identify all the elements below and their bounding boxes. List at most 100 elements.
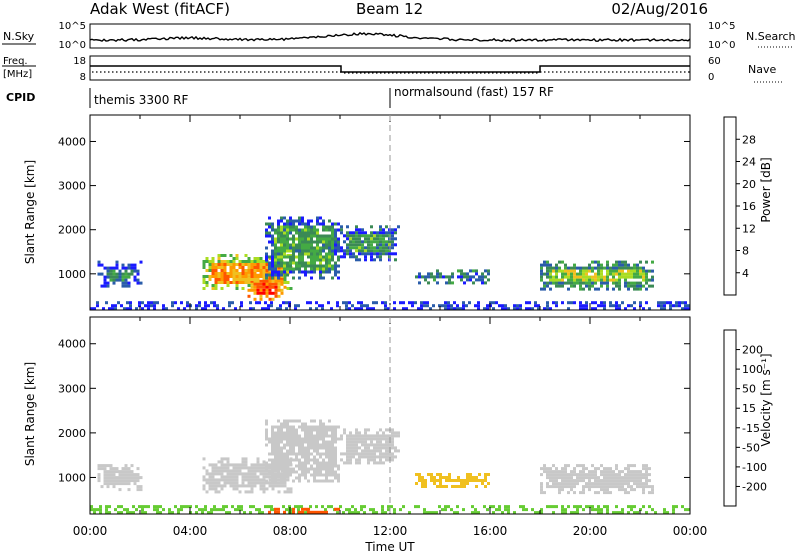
velocity-cell — [304, 507, 307, 511]
velocity-cell — [210, 511, 213, 515]
power-cell — [639, 269, 642, 273]
power-cell — [606, 281, 609, 285]
power-cell — [597, 266, 600, 270]
power-cell — [277, 288, 281, 292]
power-cell — [274, 291, 278, 295]
velocity-cell — [307, 428, 310, 432]
power-cell — [543, 307, 546, 311]
power-cell — [271, 270, 274, 274]
power-cell — [307, 270, 310, 274]
velocity-cell — [328, 458, 331, 462]
power-cell — [370, 246, 373, 250]
power-cell — [555, 266, 558, 270]
velocity-cell — [349, 458, 352, 462]
power-cell — [162, 304, 165, 308]
power-cell — [129, 301, 132, 305]
power-cell — [310, 243, 313, 247]
velocity-cell — [280, 484, 284, 488]
velocity-cell — [286, 434, 289, 438]
power-cell — [328, 243, 331, 247]
power-cell — [364, 246, 367, 250]
velocity-cell — [247, 472, 251, 476]
velocity-cell — [334, 437, 337, 441]
velocity-cell — [606, 479, 609, 483]
velocity-cell — [256, 466, 260, 470]
velocity-cell — [283, 470, 286, 474]
velocity-cell — [591, 508, 594, 512]
power-cell — [289, 243, 292, 247]
power-cell — [226, 281, 230, 284]
power-cell — [274, 267, 277, 271]
velocity-cell — [109, 479, 113, 483]
power-cell — [325, 252, 328, 256]
velocity-cell — [334, 455, 337, 459]
power-cell — [289, 249, 292, 253]
power-cell — [186, 301, 189, 305]
power-cell — [384, 304, 387, 308]
velocity-cell — [367, 437, 370, 441]
velocity-cell — [561, 473, 564, 477]
power-cell — [265, 282, 269, 286]
velocity-cell — [334, 473, 337, 477]
power-cell — [247, 276, 251, 280]
power-cell — [274, 278, 278, 281]
power-cell — [319, 216, 322, 220]
velocity-cell — [555, 470, 558, 474]
power-cell — [265, 263, 269, 266]
velocity-cell — [301, 443, 304, 447]
power-cell — [573, 284, 576, 288]
velocity-cell — [436, 473, 439, 476]
power-cell — [358, 246, 361, 250]
power-cell — [283, 252, 286, 256]
power-cell — [216, 304, 219, 308]
velocity-cell — [277, 467, 280, 471]
power-cell — [307, 249, 310, 253]
power-cell — [346, 249, 349, 253]
power-cell — [126, 307, 129, 311]
velocity-cell — [564, 508, 567, 512]
power-cell — [636, 263, 639, 267]
velocity-cell — [579, 491, 582, 495]
velocity-cell — [220, 472, 224, 476]
power-cell — [325, 264, 328, 268]
velocity-cell — [274, 476, 277, 480]
velocity-cell — [247, 490, 251, 494]
velocity-cell — [274, 510, 277, 514]
power-cell — [295, 246, 298, 250]
velocity-cell — [463, 479, 466, 482]
power-cell — [349, 246, 352, 250]
velocity-cell — [648, 473, 651, 477]
velocity-cell — [471, 511, 474, 515]
velocity-cell — [334, 449, 337, 453]
power-cell — [247, 279, 251, 283]
velocity-cell — [615, 464, 618, 468]
power-cell — [286, 255, 289, 259]
power-cell — [358, 252, 361, 256]
power-cell — [319, 273, 322, 277]
power-cell — [313, 255, 316, 259]
power-cell — [561, 281, 564, 285]
velocity-cell — [570, 482, 573, 486]
power-cell — [139, 260, 143, 264]
velocity-cell — [463, 485, 466, 488]
power-cell — [253, 263, 257, 266]
power-cell — [621, 301, 624, 305]
power-ytick-label: 2000 — [58, 224, 86, 237]
velocity-cell — [349, 452, 352, 456]
power-cell — [112, 269, 116, 273]
power-cell — [115, 275, 119, 279]
power-cell — [286, 267, 289, 271]
power-cell — [639, 281, 642, 285]
power-cell — [388, 243, 391, 247]
power-cell — [666, 301, 669, 305]
freq-label-line2: [MHz] — [3, 69, 32, 80]
power-cell — [259, 291, 263, 295]
power-cell — [289, 216, 292, 220]
velocity-cell — [283, 455, 286, 459]
velocity-cell — [132, 511, 135, 515]
velocity-cell — [375, 511, 378, 515]
velocity-cell — [331, 461, 334, 465]
velocity-cell — [136, 467, 140, 471]
power-cell — [331, 252, 334, 256]
velocity-cell — [136, 479, 140, 483]
